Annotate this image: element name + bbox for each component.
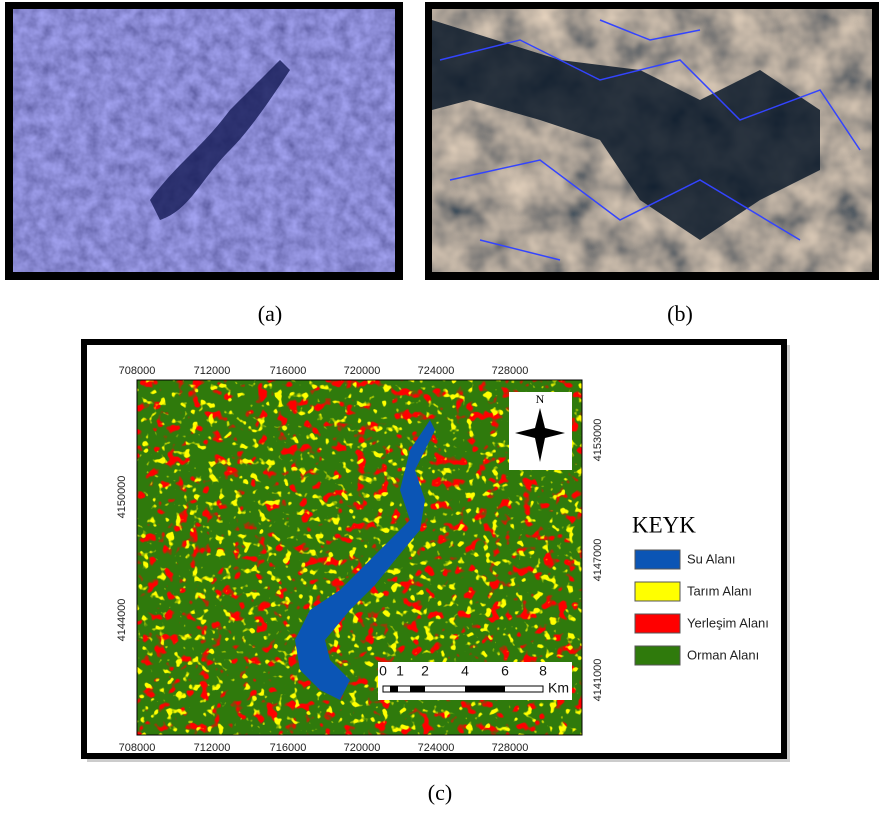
legend-swatch (635, 646, 680, 665)
x-label: 720000 (344, 365, 381, 377)
caption: (b) (667, 301, 693, 326)
legend-label: Orman Alanı (687, 647, 759, 662)
figure: (a) (b) 708000 712000 716000 720000 7240… (0, 0, 879, 812)
scale-label: 4 (461, 663, 469, 679)
scale-segment (390, 686, 398, 692)
y-label: 4141000 (592, 659, 604, 702)
scale-segment (465, 686, 505, 692)
legend-label: Su Alanı (687, 551, 735, 566)
scale-label: 8 (539, 663, 547, 679)
legend-swatch (635, 614, 680, 633)
y-label: 4150000 (116, 476, 128, 519)
scale-label: 6 (501, 663, 509, 679)
x-label: 720000 (344, 742, 381, 754)
x-label: 712000 (194, 365, 231, 377)
x-label: 724000 (418, 742, 455, 754)
caption: (a) (258, 301, 282, 326)
legend-label: Yerleşim Alanı (687, 615, 769, 630)
x-label: 712000 (194, 742, 231, 754)
y-label: 4144000 (116, 599, 128, 642)
y-label: 4147000 (592, 539, 604, 582)
scale-unit: Km (548, 680, 569, 696)
y-label: 4153000 (592, 419, 604, 462)
x-label: 708000 (119, 365, 156, 377)
x-label: 716000 (270, 742, 307, 754)
scale-segment (410, 686, 425, 692)
satellite-image (13, 9, 395, 272)
legend-swatch (635, 582, 680, 601)
scale-label: 2 (421, 663, 429, 679)
x-label: 728000 (492, 365, 529, 377)
scale-label: 1 (396, 663, 404, 679)
north-label: N (536, 392, 545, 406)
legend-swatch (635, 550, 680, 569)
x-label: 708000 (119, 742, 156, 754)
legend-label: Tarım Alanı (687, 583, 752, 598)
x-label: 728000 (492, 742, 529, 754)
x-label: 716000 (270, 365, 307, 377)
caption: (c) (428, 780, 452, 805)
legend-title: KEYK (632, 512, 696, 537)
scale-bar (383, 686, 543, 692)
scale-label: 0 (379, 663, 387, 679)
x-label: 724000 (418, 365, 455, 377)
